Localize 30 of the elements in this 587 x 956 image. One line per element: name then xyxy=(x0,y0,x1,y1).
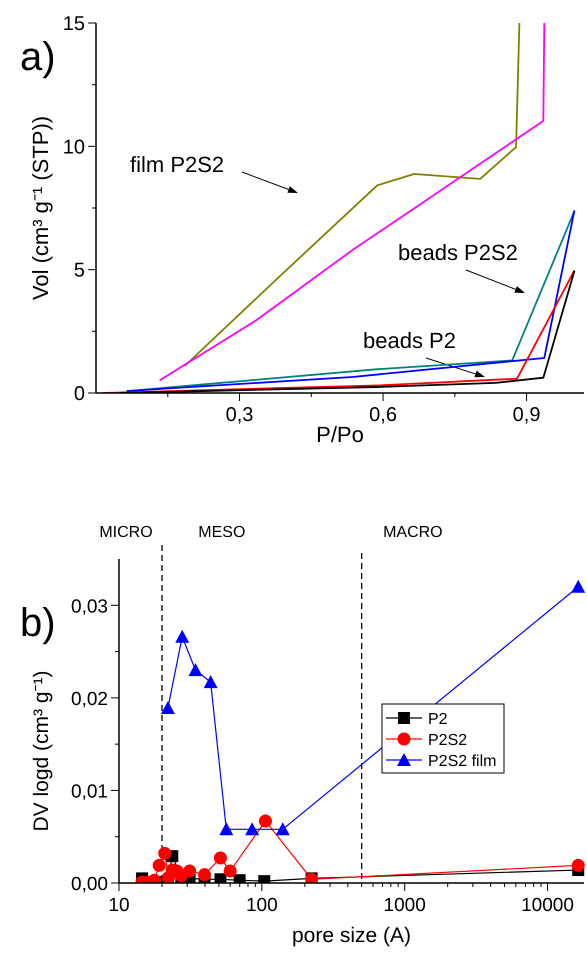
y-tick-label: 0,03 xyxy=(71,596,108,618)
legend-label: P2S2 film xyxy=(428,753,496,770)
x-axis-title: P/Po xyxy=(316,422,364,447)
text: b) xyxy=(20,601,56,645)
y-tick-label: 0,00 xyxy=(71,874,108,895)
x-tick-label: 100 xyxy=(246,895,278,916)
text: MESO xyxy=(198,524,246,541)
legend-label: P2 xyxy=(428,711,448,728)
y-tick-label: 0,02 xyxy=(71,688,108,710)
y-tick-label: 15 xyxy=(62,13,85,35)
y-axis-title: DV logd (cm³ g⁻¹) xyxy=(30,670,53,832)
x-tick-label: 10 xyxy=(108,895,130,916)
x-tick-label: 0,3 xyxy=(226,404,254,426)
y-tick-label: 0,01 xyxy=(71,781,108,802)
y-tick-label: 10 xyxy=(62,136,85,158)
annotation: beads P2S2 xyxy=(398,240,518,265)
x-tick-label: 1000 xyxy=(384,895,426,916)
text: MICRO xyxy=(99,524,153,541)
x-tick-label: 10000 xyxy=(521,895,574,916)
y-tick-label: 5 xyxy=(74,260,85,282)
text: MACRO xyxy=(383,524,443,541)
y-tick-label: 0 xyxy=(74,383,85,405)
x-tick-label: 0,6 xyxy=(369,404,397,426)
x-tick-label: 0,9 xyxy=(512,404,540,426)
legend-label: P2S2 xyxy=(428,732,468,749)
x-axis-title: pore size (A) xyxy=(292,924,412,947)
annotation: film P2S2 xyxy=(130,152,224,177)
chart-title: a) xyxy=(20,35,56,79)
y-axis-title: Vol (cm³ g⁻¹ (STP)) xyxy=(28,116,53,300)
annotation: beads P2 xyxy=(363,328,456,353)
